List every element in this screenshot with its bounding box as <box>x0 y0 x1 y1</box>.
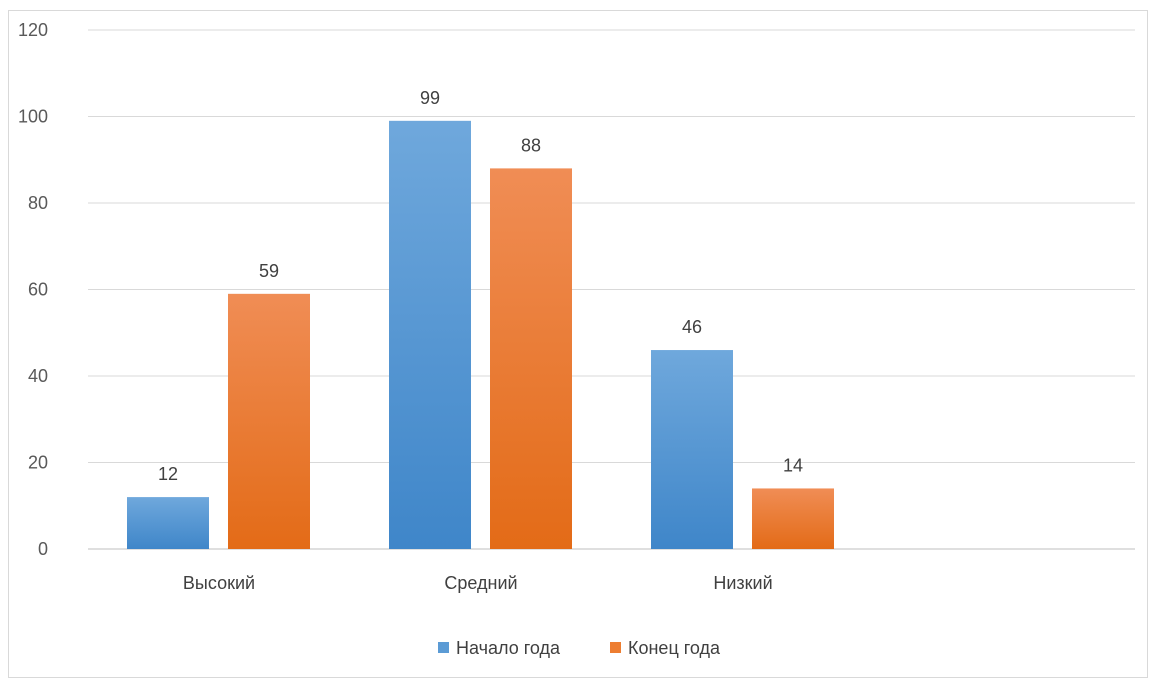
y-tick-label: 80 <box>28 193 48 213</box>
y-axis-ticks: 0 20 40 60 80 100 120 <box>18 20 48 559</box>
legend-swatch <box>610 642 621 653</box>
data-label: 46 <box>682 317 702 337</box>
bar-end-2 <box>752 488 834 549</box>
category-label: Высокий <box>183 573 255 593</box>
x-axis-categories: Высокий Средний Низкий <box>183 573 773 593</box>
bar-start-1 <box>389 120 471 549</box>
y-tick-label: 20 <box>28 453 48 473</box>
bar-start-2 <box>651 350 733 549</box>
bar-start-0 <box>127 497 209 549</box>
y-tick-label: 0 <box>38 539 48 559</box>
y-tick-label: 120 <box>18 20 48 40</box>
legend-swatch <box>438 642 449 653</box>
y-tick-label: 40 <box>28 366 48 386</box>
legend: Начало года Конец года <box>438 638 721 658</box>
chart-frame <box>8 10 1148 678</box>
category-label: Средний <box>444 573 517 593</box>
data-label: 12 <box>158 464 178 484</box>
bar-end-0 <box>228 293 310 549</box>
bar-end-1 <box>490 168 572 549</box>
legend-label: Начало года <box>456 638 561 658</box>
y-tick-label: 100 <box>18 107 48 127</box>
category-label: Низкий <box>713 573 772 593</box>
data-label: 59 <box>259 261 279 281</box>
bars <box>127 120 834 549</box>
data-label: 88 <box>521 135 541 155</box>
data-label: 99 <box>420 88 440 108</box>
data-label: 14 <box>783 455 803 475</box>
data-labels: 12 59 99 88 46 14 <box>158 88 803 484</box>
legend-label: Конец года <box>628 638 721 658</box>
y-tick-label: 60 <box>28 280 48 300</box>
